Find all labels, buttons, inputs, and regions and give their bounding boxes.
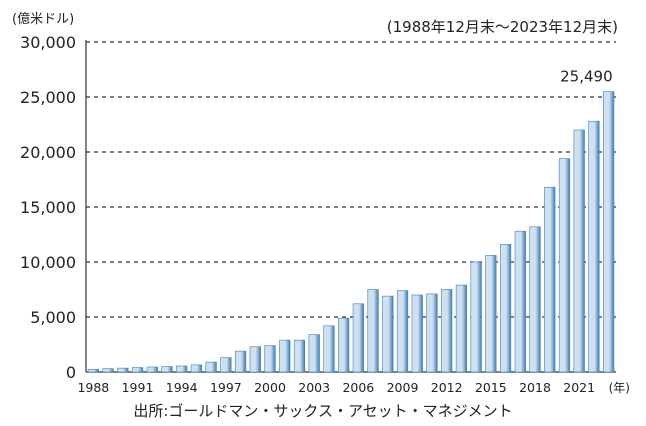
bar (573, 129, 585, 373)
bar (161, 366, 173, 373)
bar (249, 346, 261, 373)
bar (544, 186, 556, 373)
bar (234, 350, 247, 373)
bar (441, 289, 453, 373)
x-tick-label: 1991 (122, 380, 154, 395)
bar (558, 158, 571, 373)
bar (146, 366, 158, 373)
x-tick-label: 2018 (519, 380, 551, 395)
bar (382, 295, 394, 373)
x-tick-label: 2012 (431, 380, 463, 395)
bar (514, 230, 526, 373)
bar (131, 367, 144, 373)
bar (396, 290, 409, 373)
bar (588, 120, 600, 373)
bar (87, 368, 99, 373)
bar (499, 244, 512, 373)
bar (176, 365, 188, 373)
bar (308, 334, 320, 373)
bar (426, 293, 438, 373)
y-tick-label: 25,000 (20, 88, 76, 107)
bar (117, 367, 129, 373)
x-tick-label: 1997 (210, 380, 242, 395)
bar (220, 357, 232, 373)
x-tick-label: 1988 (77, 380, 109, 395)
x-tick-label: 2003 (298, 380, 330, 395)
bar (338, 317, 350, 373)
bar (603, 91, 615, 373)
y-tick-label: 30,000 (20, 33, 76, 52)
y-unit-label: (億米ドル) (12, 12, 75, 27)
y-tick-label: 0 (66, 363, 76, 382)
bar (102, 368, 114, 373)
bar (529, 226, 541, 373)
period-label: (1988年12月末～2023年12月末) (386, 18, 618, 36)
bar (205, 361, 217, 373)
y-tick-label: 10,000 (20, 253, 76, 272)
bar (264, 345, 276, 373)
data-label: 25,490 (560, 68, 613, 86)
bar (190, 364, 203, 373)
bar (293, 339, 306, 373)
y-tick-label: 15,000 (20, 198, 76, 217)
bar (367, 289, 379, 373)
x-tick-label: 2015 (475, 380, 507, 395)
bar (411, 294, 423, 373)
bar (323, 325, 335, 373)
x-tick-label: 2006 (342, 380, 374, 395)
x-tick-label: 2021 (563, 380, 595, 395)
bar (279, 339, 291, 373)
x-tick-label: 2009 (387, 380, 419, 395)
x-tick-label: 1994 (166, 380, 198, 395)
bar (455, 284, 468, 373)
y-tick-label: 5,000 (30, 308, 76, 327)
x-tick-label: 2000 (254, 380, 286, 395)
bar (352, 303, 364, 373)
y-tick-label: 20,000 (20, 143, 76, 162)
bar (485, 255, 497, 373)
source-label: 出所:ゴールドマン・サックス・アセット・マネジメント (133, 402, 513, 420)
bar (470, 261, 482, 373)
x-axis-unit-label: (年) (609, 381, 630, 395)
